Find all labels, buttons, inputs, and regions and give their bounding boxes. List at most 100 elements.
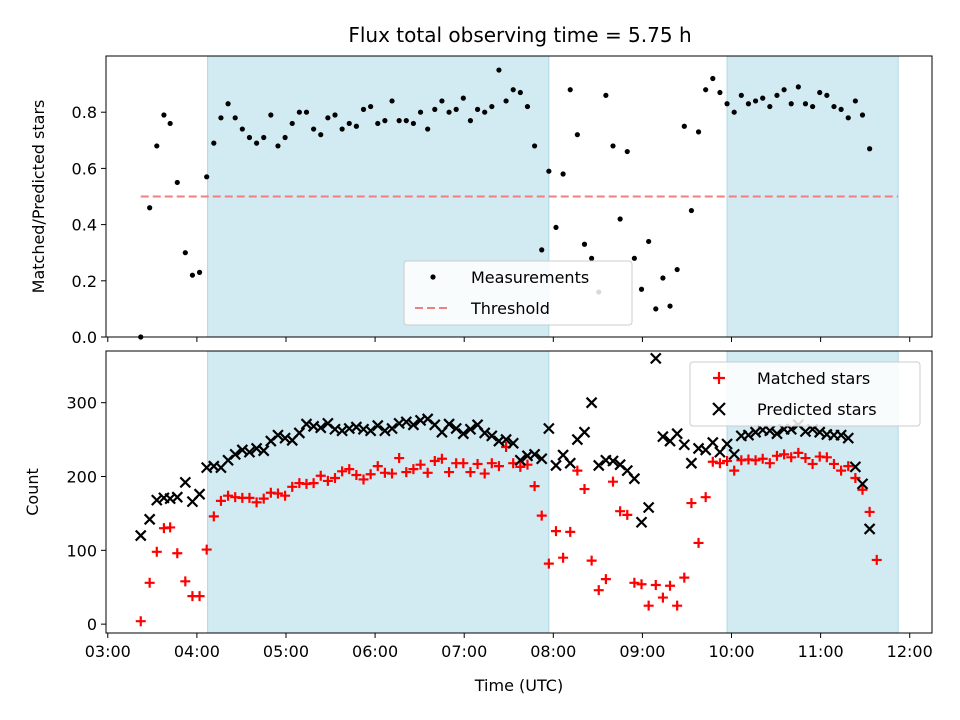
measurement-point — [174, 179, 180, 186]
measurement-point — [453, 106, 459, 112]
measurement-point — [617, 216, 623, 222]
predicted-stars-point — [671, 427, 683, 440]
predicted-stars-point — [457, 427, 470, 440]
matched-stars-point — [857, 484, 868, 495]
x-tick-label: 12:00 — [887, 642, 933, 661]
measurement-point — [368, 103, 374, 110]
measurement-point — [339, 126, 345, 132]
matched-stars-point — [622, 509, 633, 520]
measurement-point — [303, 109, 310, 115]
matched-stars-point — [550, 526, 561, 537]
matched-stars-point — [479, 468, 490, 479]
measurement-point — [289, 120, 295, 127]
predicted-stars-point — [279, 432, 291, 444]
matched-stars-point — [486, 458, 497, 469]
panel2-y-axis-label: Count — [23, 468, 42, 516]
panel1-shaded-interval-2 — [726, 55, 899, 338]
matched-stars-point — [180, 576, 191, 587]
matched-stars-point — [836, 465, 847, 476]
measurement-point — [695, 129, 702, 135]
matched-stars-point — [135, 616, 146, 627]
panel1-y-tick-label: 0.0 — [72, 328, 97, 347]
matched-stars-point — [329, 472, 340, 483]
matched-stars-point — [600, 574, 611, 585]
legend-box — [403, 260, 633, 326]
x-tick-label: 07:00 — [441, 642, 487, 661]
x-tick-label: 08:00 — [530, 642, 576, 661]
predicted-stars-point — [863, 523, 876, 535]
matched-stars-point — [458, 458, 469, 469]
measurement-point — [517, 89, 523, 96]
x-tick-label: 03:00 — [85, 642, 131, 661]
measurement-point — [802, 101, 809, 107]
measurement-point — [710, 75, 716, 82]
predicted-stars-point — [386, 422, 398, 435]
matched-stars-point — [165, 522, 176, 533]
predicted-stars-point — [236, 444, 249, 456]
matched-stars-point — [579, 484, 590, 495]
predicted-stars-point — [771, 427, 783, 440]
measurement-point — [553, 224, 559, 231]
matched-stars-point — [864, 506, 875, 517]
predicted-stars-point — [336, 424, 348, 437]
matched-stars-point — [401, 467, 412, 478]
measurement-point — [211, 140, 217, 146]
matched-stars-point — [764, 458, 775, 469]
measurement-point — [261, 134, 267, 141]
predicted-stars-point — [707, 436, 719, 449]
measurement-point — [774, 92, 780, 98]
predicted-stars-point — [535, 453, 548, 465]
predicted-stars-point — [364, 424, 377, 437]
measurement-point — [703, 87, 709, 93]
panel1-y-tick-label: 0.6 — [72, 159, 97, 178]
matched-stars-point — [707, 456, 718, 467]
legend-label: Measurements — [471, 268, 589, 287]
matched-stars-point — [436, 453, 447, 464]
matched-stars-point — [572, 465, 583, 476]
measurement-point — [182, 250, 188, 256]
matched-stars-point — [493, 461, 504, 472]
measurement-point — [496, 67, 502, 73]
measurement-point — [567, 87, 573, 93]
predicted-stars-point — [507, 437, 519, 450]
matched-stars-point — [672, 600, 683, 611]
matched-stars-point — [223, 490, 234, 501]
measurement-point — [781, 87, 787, 93]
measurement-point — [396, 118, 402, 124]
measurement-point — [161, 112, 167, 118]
predicted-stars-point — [578, 426, 591, 438]
predicted-stars-point — [592, 459, 605, 472]
measurement-point — [189, 272, 196, 278]
predicted-stars-point — [528, 448, 541, 461]
predicted-stars-point — [379, 424, 391, 437]
predicted-stars-point — [293, 427, 306, 439]
panel-ratio: 0.0 0.2 0.4 0.6 0.8 Matched/Predicted stars Me… — [29, 55, 933, 347]
measurement-point — [603, 92, 609, 98]
measurement-point — [624, 148, 630, 155]
legend-marker-matched — [713, 372, 725, 384]
panel2-series-matched-stars — [135, 441, 882, 627]
matched-stars-point — [679, 572, 690, 583]
measurement-point — [332, 112, 338, 118]
matched-stars-point — [429, 455, 440, 466]
matched-stars-point — [558, 552, 569, 563]
measurement-point — [246, 134, 253, 141]
measurement-point — [218, 115, 224, 121]
measurement-point — [204, 174, 210, 180]
panel1-series-measurements — [138, 67, 873, 340]
panel1-y-tick-label: 0.8 — [72, 103, 97, 122]
legend-label: Matched stars — [757, 369, 870, 388]
panel1-legend: Measurements Threshold — [403, 260, 633, 326]
measurement-point — [752, 98, 759, 104]
measurement-point — [631, 255, 637, 261]
matched-stars-point — [215, 495, 226, 506]
matched-stars-point — [372, 461, 383, 472]
matched-stars-point — [700, 492, 711, 503]
matched-stars-point — [151, 546, 162, 557]
measurement-point — [232, 115, 238, 121]
matched-stars-point — [608, 476, 619, 487]
predicted-stars-point — [856, 478, 869, 490]
matched-stars-point — [615, 506, 626, 517]
measurement-point — [667, 303, 673, 309]
legend-marker-predicted — [712, 402, 726, 416]
